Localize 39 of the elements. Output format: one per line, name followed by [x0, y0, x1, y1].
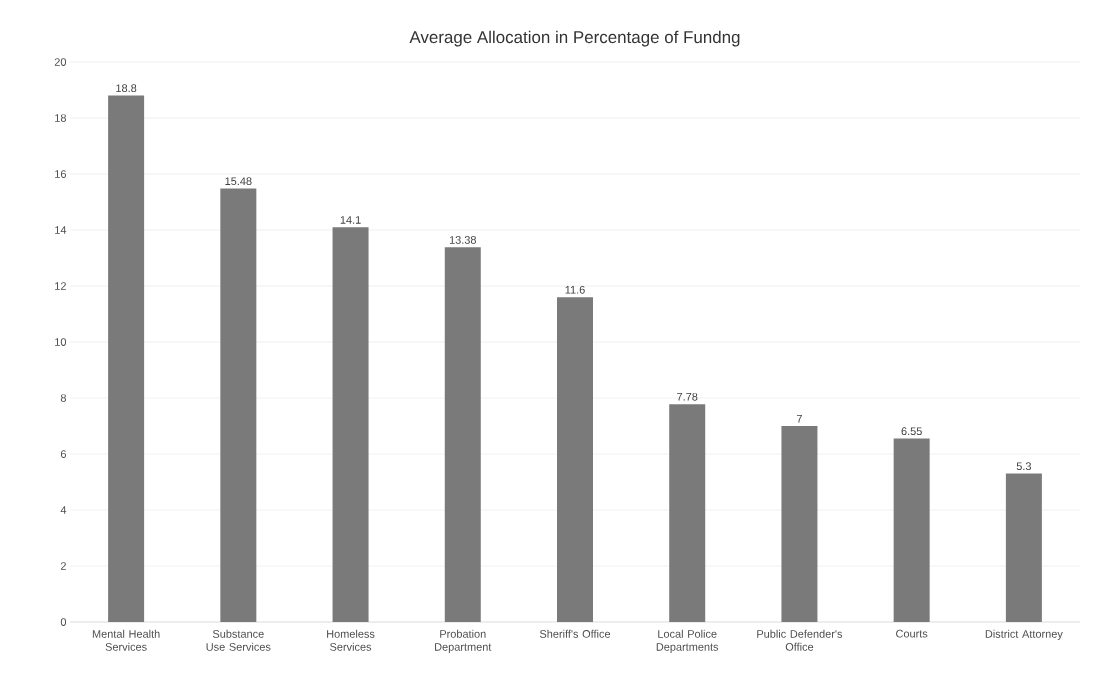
chart-title: Average Allocation in Percentage of Fundng	[409, 30, 740, 47]
bar	[893, 438, 930, 622]
data-label: 11.6	[565, 285, 585, 294]
bar	[781, 426, 818, 622]
data-label: 7.78	[677, 392, 698, 401]
y-tick-label: 14	[55, 226, 67, 234]
data-label: 5.3	[1016, 462, 1032, 471]
y-tick-label: 2	[60, 562, 66, 570]
bar	[444, 247, 481, 622]
data-label: 6.55	[901, 427, 922, 436]
data-label: 14.1	[340, 216, 361, 224]
x-tick-label: Sheriff's Office	[539, 629, 611, 638]
x-tick-label: Homeless Services	[327, 629, 375, 651]
y-tick-label: 0	[60, 618, 67, 626]
x-tick-label: Courts	[896, 629, 928, 638]
bar	[332, 227, 369, 622]
y-tick-label: 8	[60, 394, 66, 402]
data-label: 13.38	[449, 236, 476, 244]
y-tick-label: 16	[55, 170, 66, 178]
bar	[1005, 473, 1042, 622]
y-tick-label: 20	[54, 58, 67, 66]
y-tick-label: 18	[55, 114, 66, 122]
y-tick-label: 12	[55, 282, 66, 290]
bar	[108, 95, 145, 622]
x-tick-label: Mental Health Services	[92, 629, 160, 651]
data-label: 7	[796, 414, 802, 423]
data-label: 15.48	[225, 177, 252, 186]
x-tick-label: Local Police Departments	[656, 629, 719, 653]
bar	[669, 404, 706, 622]
y-tick-label: 10	[55, 338, 67, 346]
x-tick-label: Probation Department	[435, 629, 492, 653]
x-tick-label: District Attorney	[985, 629, 1063, 640]
x-tick-label: Public Defender's Office	[757, 629, 843, 651]
bar	[557, 297, 593, 622]
y-tick-label: 4	[60, 506, 67, 514]
data-label: 18.8	[116, 84, 137, 93]
y-tick-label: 6	[60, 450, 66, 458]
bar	[220, 188, 257, 622]
x-tick-label: Substance Use Services	[206, 629, 271, 651]
